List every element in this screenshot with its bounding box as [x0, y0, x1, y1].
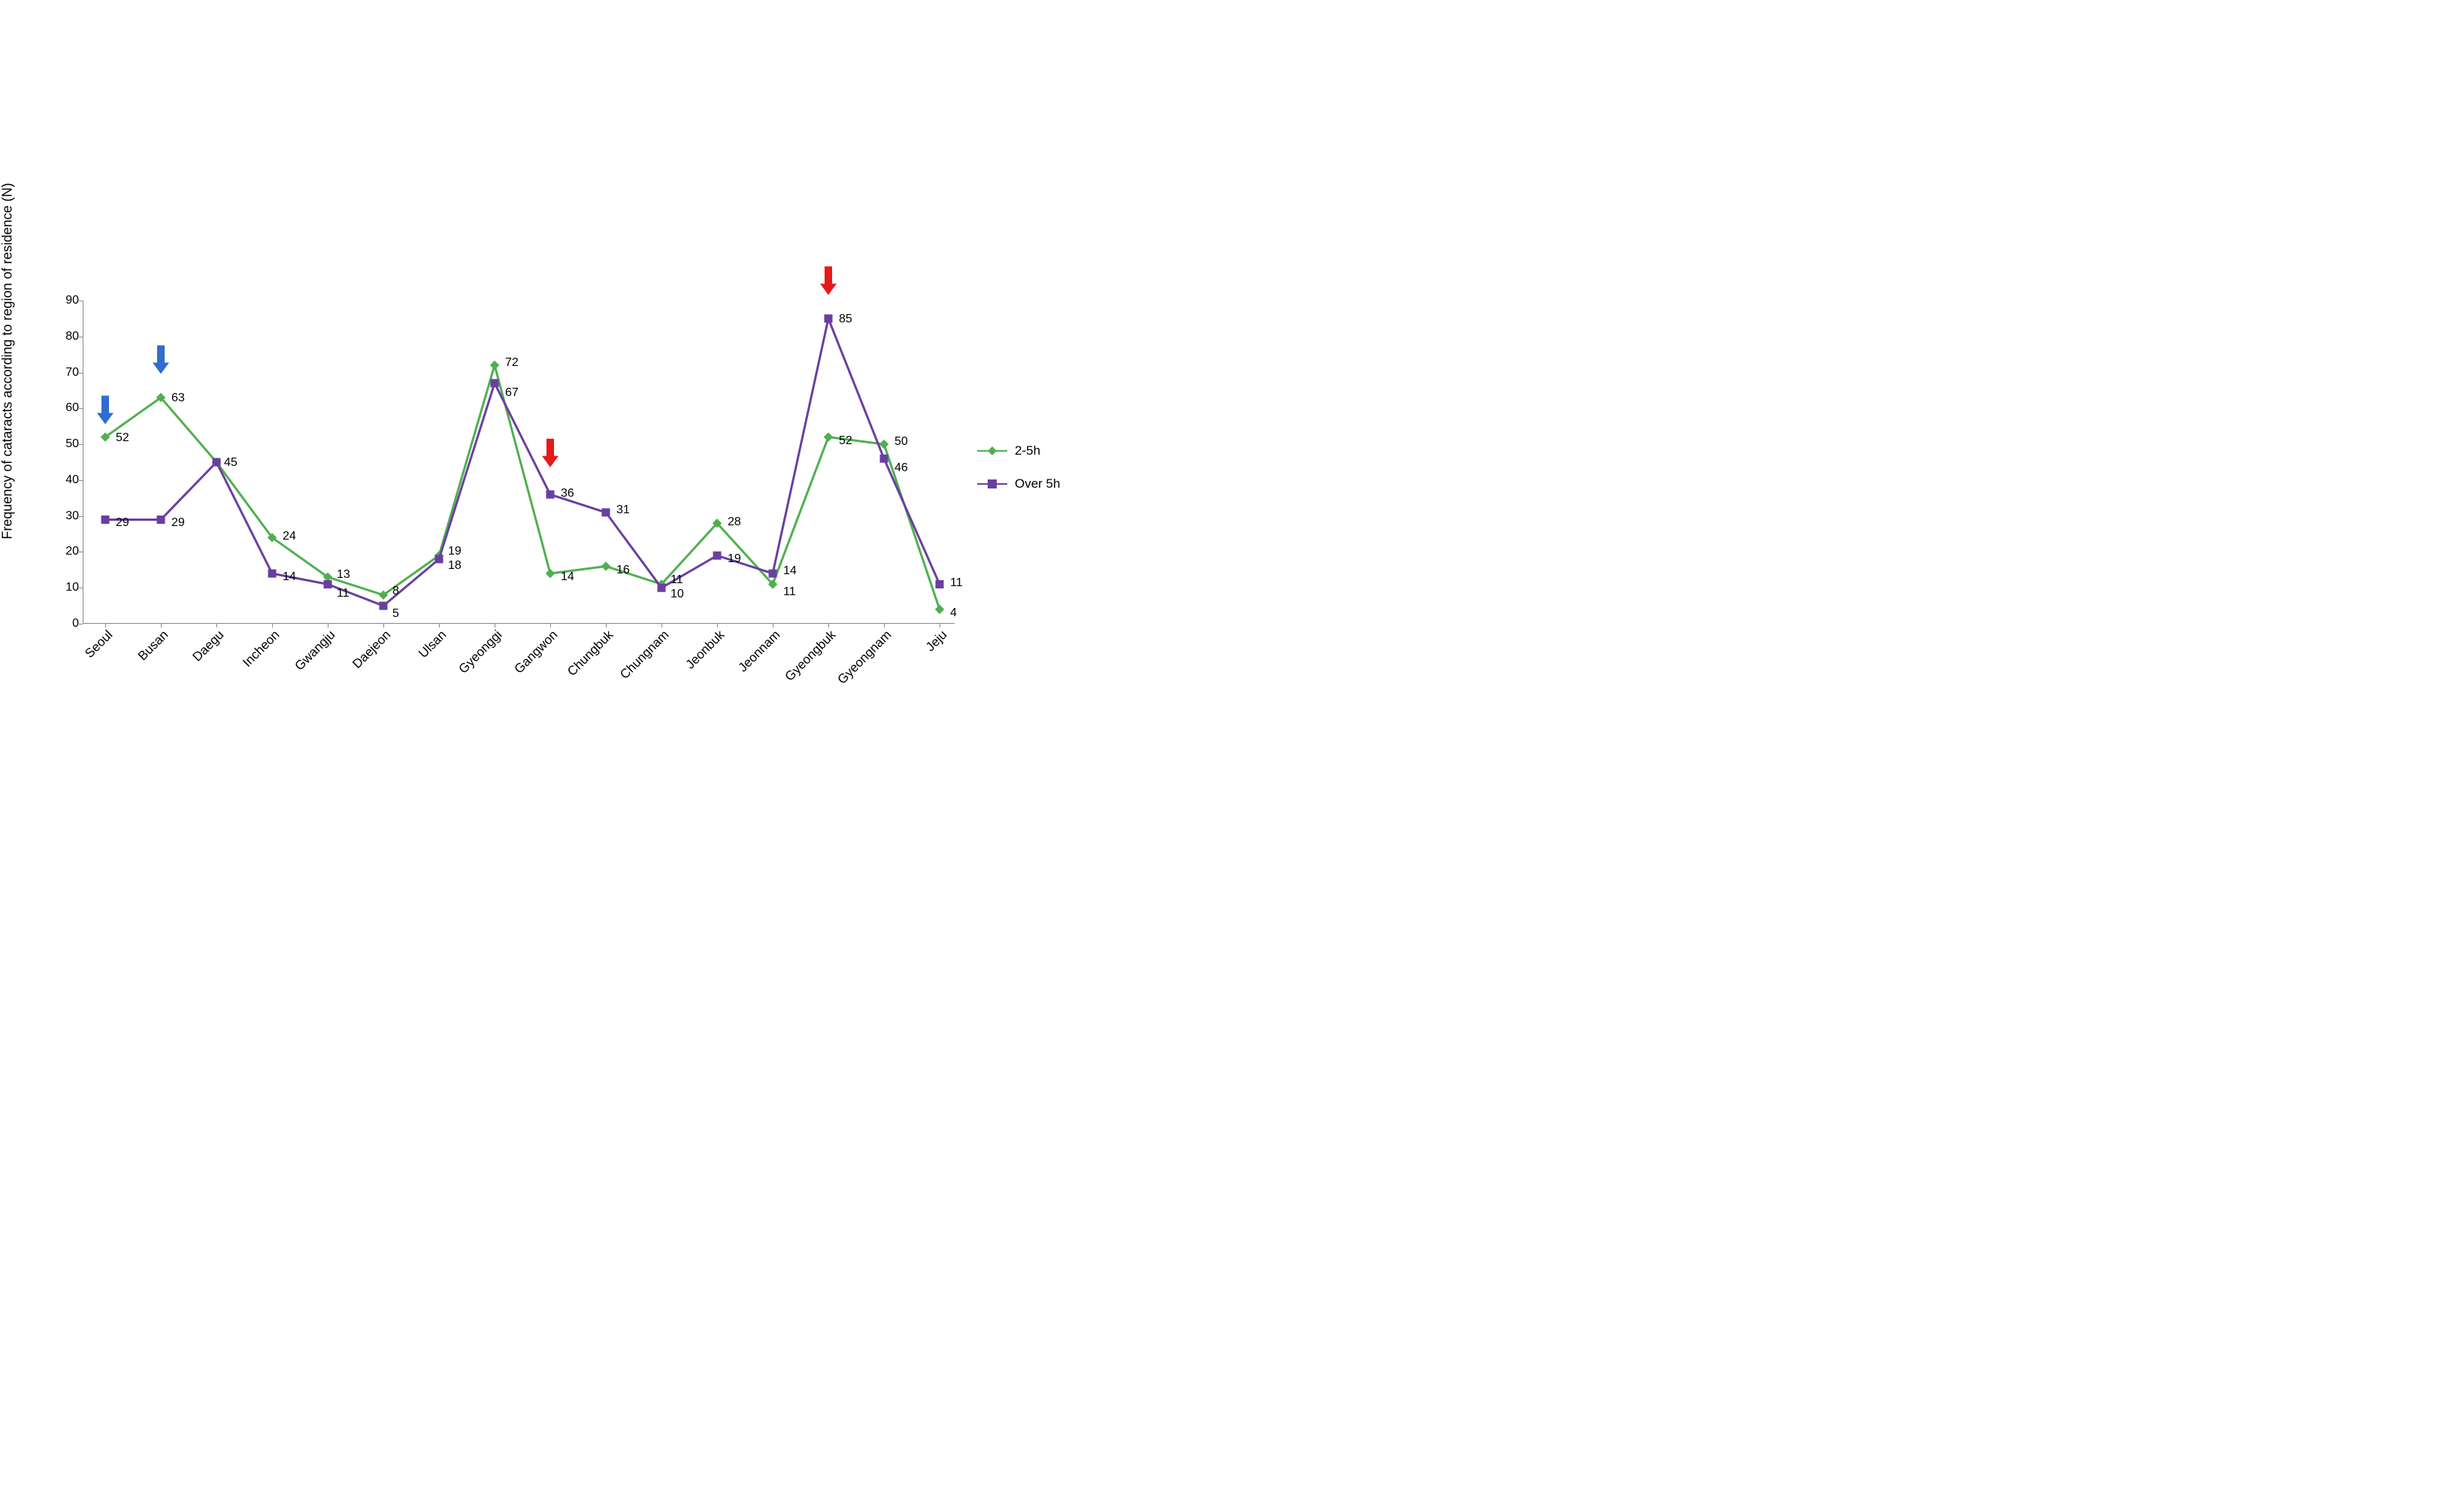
y-axis-label: Frequency of cataracts according to regi… [0, 183, 16, 539]
diamond-icon [987, 446, 997, 456]
x-tick-mark [383, 624, 384, 627]
x-tick-mark [606, 624, 607, 627]
annotation-arrows [83, 225, 955, 624]
x-tick-label: Jeonnam [736, 627, 784, 676]
annotation-arrow-icon [542, 439, 558, 467]
y-tick-label: 40 [53, 473, 79, 487]
x-tick-label: Chungbuk [565, 627, 616, 679]
x-tick-mark [828, 624, 829, 627]
x-tick-mark [661, 624, 662, 627]
y-tick-mark [79, 480, 83, 481]
x-tick-mark [717, 624, 718, 627]
y-tick-label: 60 [53, 401, 79, 415]
x-tick-mark [439, 624, 440, 627]
x-tick-mark [272, 624, 273, 627]
x-tick-label: Gyeongnam [835, 627, 895, 688]
y-tick-mark [79, 516, 83, 517]
y-tick-mark [79, 408, 83, 409]
x-tick-label: Busan [135, 627, 171, 664]
legend-item-2-5h: 2-5h [977, 443, 1060, 458]
y-tick-label: 90 [53, 294, 79, 307]
x-tick-label: Jeju [923, 627, 950, 655]
x-tick-label: Gangwon [512, 627, 562, 677]
y-tick-label: 10 [53, 581, 79, 594]
x-tick-label: Incheon [240, 627, 283, 670]
x-tick-mark [161, 624, 162, 627]
x-tick-mark [216, 624, 217, 627]
x-tick-label: Chungnam [617, 627, 672, 682]
x-tick-label: Daegu [190, 627, 228, 665]
legend-label: Over 5h [1015, 476, 1060, 491]
x-tick-label: Ulsan [416, 627, 450, 661]
x-tick-label: Gyeonggi [456, 627, 506, 677]
legend: 2-5h Over 5h [977, 443, 1060, 510]
legend-swatch-2-5h [977, 450, 1007, 452]
x-tick-label: Jeonbuk [683, 627, 728, 673]
square-icon [987, 479, 997, 489]
y-tick-label: 20 [53, 545, 79, 558]
x-tick-label: Seoul [82, 627, 116, 661]
x-tick-mark [550, 624, 551, 627]
y-tick-label: 30 [53, 510, 79, 523]
y-tick-label: 80 [53, 330, 79, 343]
annotation-arrow-icon [97, 395, 114, 424]
x-tick-mark [884, 624, 885, 627]
legend-item-over-5h: Over 5h [977, 476, 1060, 491]
annotation-arrow-icon [820, 266, 837, 295]
x-tick-mark [105, 624, 106, 627]
y-tick-label: 50 [53, 437, 79, 451]
y-tick-label: 70 [53, 366, 79, 380]
legend-label: 2-5h [1015, 443, 1040, 458]
y-tick-label: 0 [53, 617, 79, 631]
plot-area: 0102030405060708090SeoulBusanDaeguIncheo… [83, 301, 955, 624]
legend-swatch-over-5h [977, 483, 1007, 485]
x-tick-label: Gyeongbuk [782, 627, 840, 685]
annotation-arrow-icon [153, 346, 169, 374]
x-tick-label: Daejeon [350, 627, 394, 672]
x-tick-label: Gwangju [292, 627, 339, 674]
y-tick-mark [79, 444, 83, 445]
chart-container: Frequency of cataracts according to regi… [15, 15, 1128, 691]
